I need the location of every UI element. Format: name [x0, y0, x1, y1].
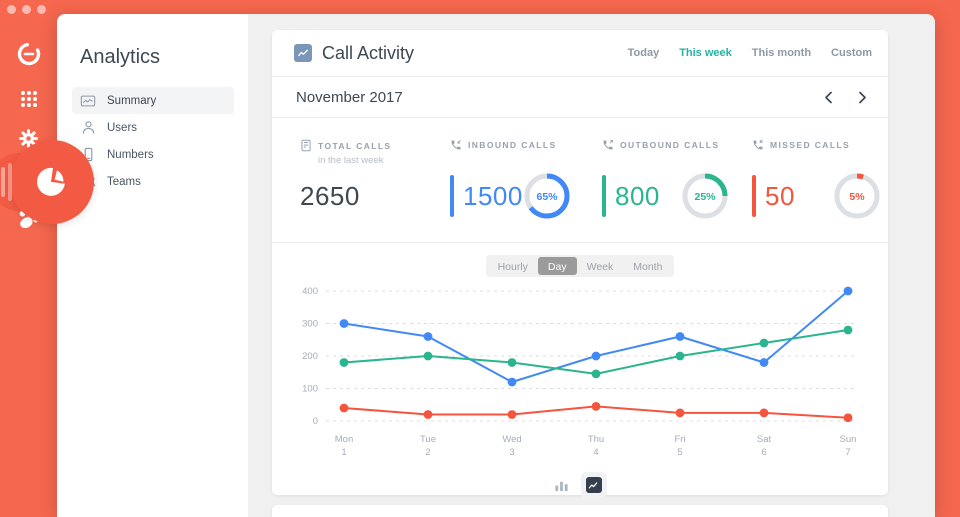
line-chart-icon — [294, 44, 312, 62]
svg-text:5%: 5% — [849, 191, 865, 203]
range-option-month[interactable]: Month — [633, 261, 663, 273]
stat-label: MISSED CALLS — [770, 140, 851, 150]
svg-text:6: 6 — [761, 447, 766, 458]
apps-grid-icon[interactable] — [0, 90, 57, 108]
stat-label: OUTBOUND CALLS — [620, 140, 720, 150]
sidebar-item-summary[interactable]: Summary — [72, 87, 234, 114]
grip-bar — [1, 167, 5, 197]
app-window: Analytics Summary Users — [57, 14, 935, 517]
summary-chart-icon — [80, 93, 96, 109]
sidebar-item-label: Numbers — [107, 148, 154, 161]
phone-missed-icon — [753, 139, 763, 150]
svg-text:1: 1 — [341, 447, 346, 458]
stat-label: TOTAL CALLS — [318, 140, 392, 151]
svg-text:200: 200 — [302, 351, 318, 362]
range-toggle-row: Hourly Day Week Month — [272, 243, 888, 277]
stats-row: TOTAL CALLS in the last week 2650 INBOUN… — [272, 118, 888, 243]
svg-text:400: 400 — [302, 286, 318, 297]
tab-custom[interactable]: Custom — [831, 47, 872, 59]
month-subheader: November 2017 — [272, 77, 888, 118]
svg-text:Fri: Fri — [674, 434, 685, 445]
window-controls[interactable] — [7, 5, 46, 14]
stat-missed-calls: MISSED CALLS 50 5% — [752, 118, 880, 243]
svg-text:65%: 65% — [536, 191, 558, 203]
accent-bar — [602, 175, 606, 217]
svg-text:Sat: Sat — [757, 434, 772, 445]
tab-this-month[interactable]: This month — [751, 47, 812, 59]
phone-inbound-icon — [451, 140, 461, 150]
users-icon — [80, 120, 96, 136]
app-rail — [0, 0, 57, 517]
stat-label: INBOUND CALLS — [468, 140, 557, 150]
grip-bar — [8, 163, 12, 201]
svg-text:300: 300 — [302, 319, 318, 330]
pie-chart-icon — [37, 167, 65, 196]
analytics-pie-button[interactable] — [10, 140, 94, 224]
period-tabs: Today This week This month Custom — [628, 47, 872, 59]
svg-text:3: 3 — [509, 447, 514, 458]
svg-text:7: 7 — [845, 447, 850, 458]
svg-text:2: 2 — [425, 447, 430, 458]
range-toggle: Hourly Day Week Month — [485, 255, 675, 277]
device-icon — [301, 139, 311, 152]
brand-logo-icon[interactable] — [0, 40, 57, 68]
content-area: Call Activity Today This week This month… — [248, 14, 935, 517]
outbound-donut: 25% — [682, 173, 728, 219]
svg-text:25%: 25% — [694, 191, 716, 203]
sidebar-item-label: Summary — [107, 94, 157, 107]
window-dot-1[interactable] — [7, 5, 16, 14]
sidebar-item-label: Users — [107, 121, 138, 134]
window-dot-2[interactable] — [22, 5, 31, 14]
window-dot-3[interactable] — [37, 5, 46, 14]
sidebar-title: Analytics — [80, 46, 161, 68]
stat-value: 800 — [615, 180, 660, 211]
stat-inbound-calls: INBOUND CALLS 1500 65% — [450, 118, 570, 243]
call-activity-card: Call Activity Today This week This month… — [272, 30, 888, 498]
accent-bar — [752, 175, 756, 217]
svg-text:Sun: Sun — [840, 434, 857, 445]
chart-type-toggle — [272, 472, 888, 498]
svg-text:Wed: Wed — [502, 434, 521, 445]
tab-this-week[interactable]: This week — [679, 47, 732, 59]
chevron-right-icon[interactable] — [854, 89, 870, 105]
analytics-sidebar: Analytics Summary Users — [57, 14, 248, 517]
svg-text:4: 4 — [593, 447, 598, 458]
stat-sublabel: in the last week — [318, 155, 384, 166]
stat-value: 1500 — [463, 180, 523, 211]
chevron-left-icon[interactable] — [820, 89, 836, 105]
settings-gear-icon[interactable] — [0, 128, 57, 149]
range-option-week[interactable]: Week — [586, 261, 614, 273]
svg-text:Thu: Thu — [588, 434, 604, 445]
range-option-day[interactable]: Day — [537, 257, 577, 275]
chart-area: 0 100 200 300 400 Mon 1 Tue 2 Wed 3 Thu 4 Fri 5 Sat 6 Sun… — [292, 281, 888, 468]
svg-text:5: 5 — [677, 447, 682, 458]
tab-today[interactable]: Today — [627, 47, 660, 59]
stat-value: 2650 — [300, 180, 360, 211]
svg-text:0: 0 — [313, 416, 318, 427]
month-label: November 2017 — [296, 88, 403, 106]
inbound-donut: 65% — [524, 173, 570, 219]
sidebar-menu: Summary Users Numbers — [72, 87, 234, 195]
stat-value: 50 — [765, 180, 795, 211]
phone-outbound-icon — [603, 140, 613, 150]
svg-text:Mon: Mon — [335, 434, 353, 445]
bar-chart-toggle-icon[interactable] — [554, 478, 569, 493]
card-title: Call Activity — [322, 42, 415, 63]
sidebar-item-label: Teams — [107, 175, 141, 188]
svg-text:Tue: Tue — [420, 434, 436, 445]
sidebar-item-teams[interactable]: Teams — [72, 168, 234, 195]
sidebar-item-numbers[interactable]: Numbers — [72, 141, 234, 168]
card-header: Call Activity Today This week This month… — [272, 30, 888, 77]
next-section-card — [272, 505, 888, 517]
accent-bar — [450, 175, 454, 217]
activity-line-chart: 0 100 200 300 400 Mon 1 Tue 2 Wed 3 Thu 4 Fri 5 Sat 6 Sun… — [302, 286, 858, 458]
line-chart-toggle-button[interactable] — [580, 472, 607, 498]
stat-total-calls: TOTAL CALLS in the last week 2650 — [300, 118, 440, 243]
svg-text:100: 100 — [302, 384, 318, 395]
missed-donut: 5% — [834, 173, 880, 219]
stat-outbound-calls: OUTBOUND CALLS 800 25% — [602, 118, 728, 243]
range-option-hourly[interactable]: Hourly — [497, 261, 528, 273]
line-chart-toggle-icon — [585, 477, 602, 493]
sidebar-item-users[interactable]: Users — [72, 114, 234, 141]
